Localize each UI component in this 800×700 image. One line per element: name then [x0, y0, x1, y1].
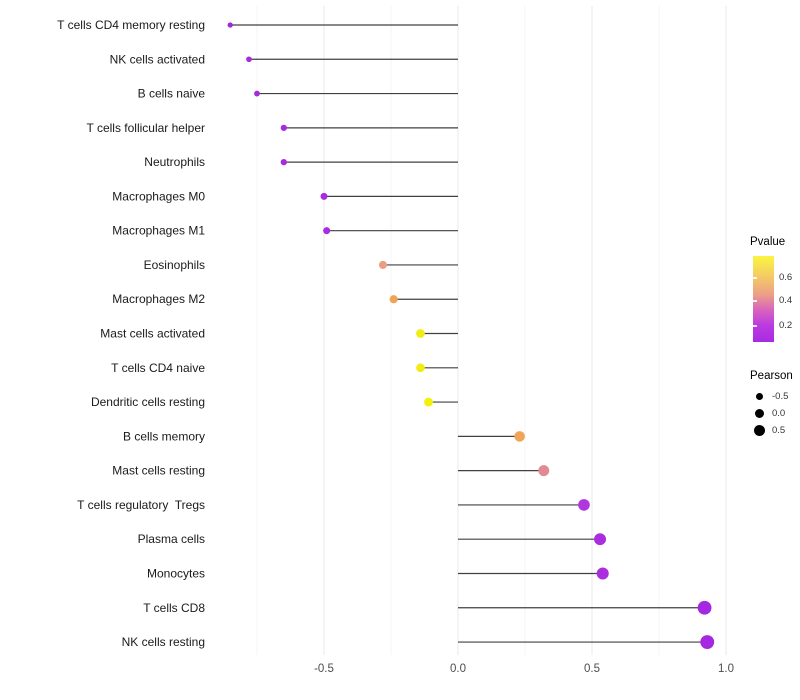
y-axis-label: Dendritic cells resting	[91, 395, 205, 409]
pvalue-colorbar: 0.6 0.4 0.2	[753, 256, 792, 342]
x-axis-tick-label: 0.0	[450, 663, 466, 675]
x-axis-tick-label: -0.5	[314, 663, 334, 675]
data-point	[320, 192, 328, 200]
data-point	[416, 329, 425, 338]
data-point	[378, 260, 387, 269]
y-axis-label: Macrophages M2	[112, 292, 205, 306]
data-point	[424, 397, 433, 407]
pearson-legend-label: -0.5	[772, 391, 789, 402]
y-axis-label: B cells naive	[138, 87, 206, 101]
colorbar-tick-label: 0.4	[779, 295, 793, 306]
pearson-legend-dot	[755, 393, 763, 400]
pearson-legend-dot-box	[752, 409, 766, 418]
pearson-legend-dot-box	[752, 393, 766, 400]
y-axis-label: T cells CD4 memory resting	[57, 18, 205, 32]
colorbar-tick-mark	[753, 277, 757, 279]
y-axis-label: Mast cells resting	[112, 464, 205, 478]
data-point	[700, 635, 715, 649]
y-axis-label: Monocytes	[147, 566, 205, 580]
colorbar-tick-label: 0.6	[779, 272, 793, 283]
y-axis-label: Macrophages M1	[112, 224, 205, 238]
pearson-legend-entry: 0.0	[752, 405, 800, 422]
data-point	[596, 567, 609, 580]
pearson-size-legend: -0.5 0.0 0.5	[748, 388, 800, 439]
y-axis-label: Eosinophils	[144, 258, 205, 272]
data-point	[416, 363, 425, 373]
y-axis-label: Neutrophils	[144, 155, 205, 169]
colorbar-tick-mark	[753, 325, 757, 327]
colorbar-tick-label: 0.2	[779, 320, 793, 331]
pearson-legend-entry: -0.5	[752, 388, 800, 405]
y-axis-label: Plasma cells	[138, 532, 205, 546]
pearson-legend-label: 0.5	[772, 425, 786, 436]
pearson-legend-entry: 0.5	[752, 422, 800, 439]
y-axis-label: Macrophages M0	[112, 189, 205, 203]
y-axis-label: T cells CD4 naive	[111, 361, 205, 375]
y-axis-label: NK cells resting	[122, 635, 205, 649]
data-point	[697, 600, 712, 615]
data-point	[280, 158, 287, 166]
data-point	[389, 295, 398, 304]
y-axis-label: NK cells activated	[110, 52, 205, 66]
pvalue-gradient-bar	[753, 256, 774, 342]
y-axis-label: T cells follicular helper	[87, 121, 206, 135]
x-axis-tick-label: 0.5	[584, 663, 600, 675]
data-point	[578, 499, 590, 511]
data-point	[254, 90, 260, 97]
pearson-legend-title: Pearson	[750, 370, 793, 382]
x-axis-tick-label: 1.0	[718, 663, 734, 675]
data-point	[514, 431, 525, 442]
y-axis-label: B cells memory	[123, 429, 205, 443]
y-axis-label: T cells CD8	[143, 601, 205, 615]
pearson-legend-dot	[754, 409, 764, 418]
pearson-legend-dot	[753, 425, 765, 436]
data-point	[323, 227, 331, 235]
pvalue-legend-title: Pvalue	[750, 236, 786, 248]
pearson-legend-dot-box	[752, 425, 766, 436]
data-point	[227, 22, 233, 28]
y-axis-label: Mast cells activated	[100, 327, 205, 341]
data-point	[280, 124, 287, 131]
colorbar-tick-mark	[753, 300, 757, 302]
y-axis-label: T cells regulatory Tregs	[77, 498, 205, 512]
data-point	[594, 533, 607, 546]
data-point	[538, 465, 550, 477]
data-point	[246, 56, 252, 63]
pearson-legend-label: 0.0	[772, 408, 786, 419]
chart-legend: Pvalue 0.6 0.4 0.2 Pearson -0.5 0.0 0.5	[748, 236, 800, 439]
